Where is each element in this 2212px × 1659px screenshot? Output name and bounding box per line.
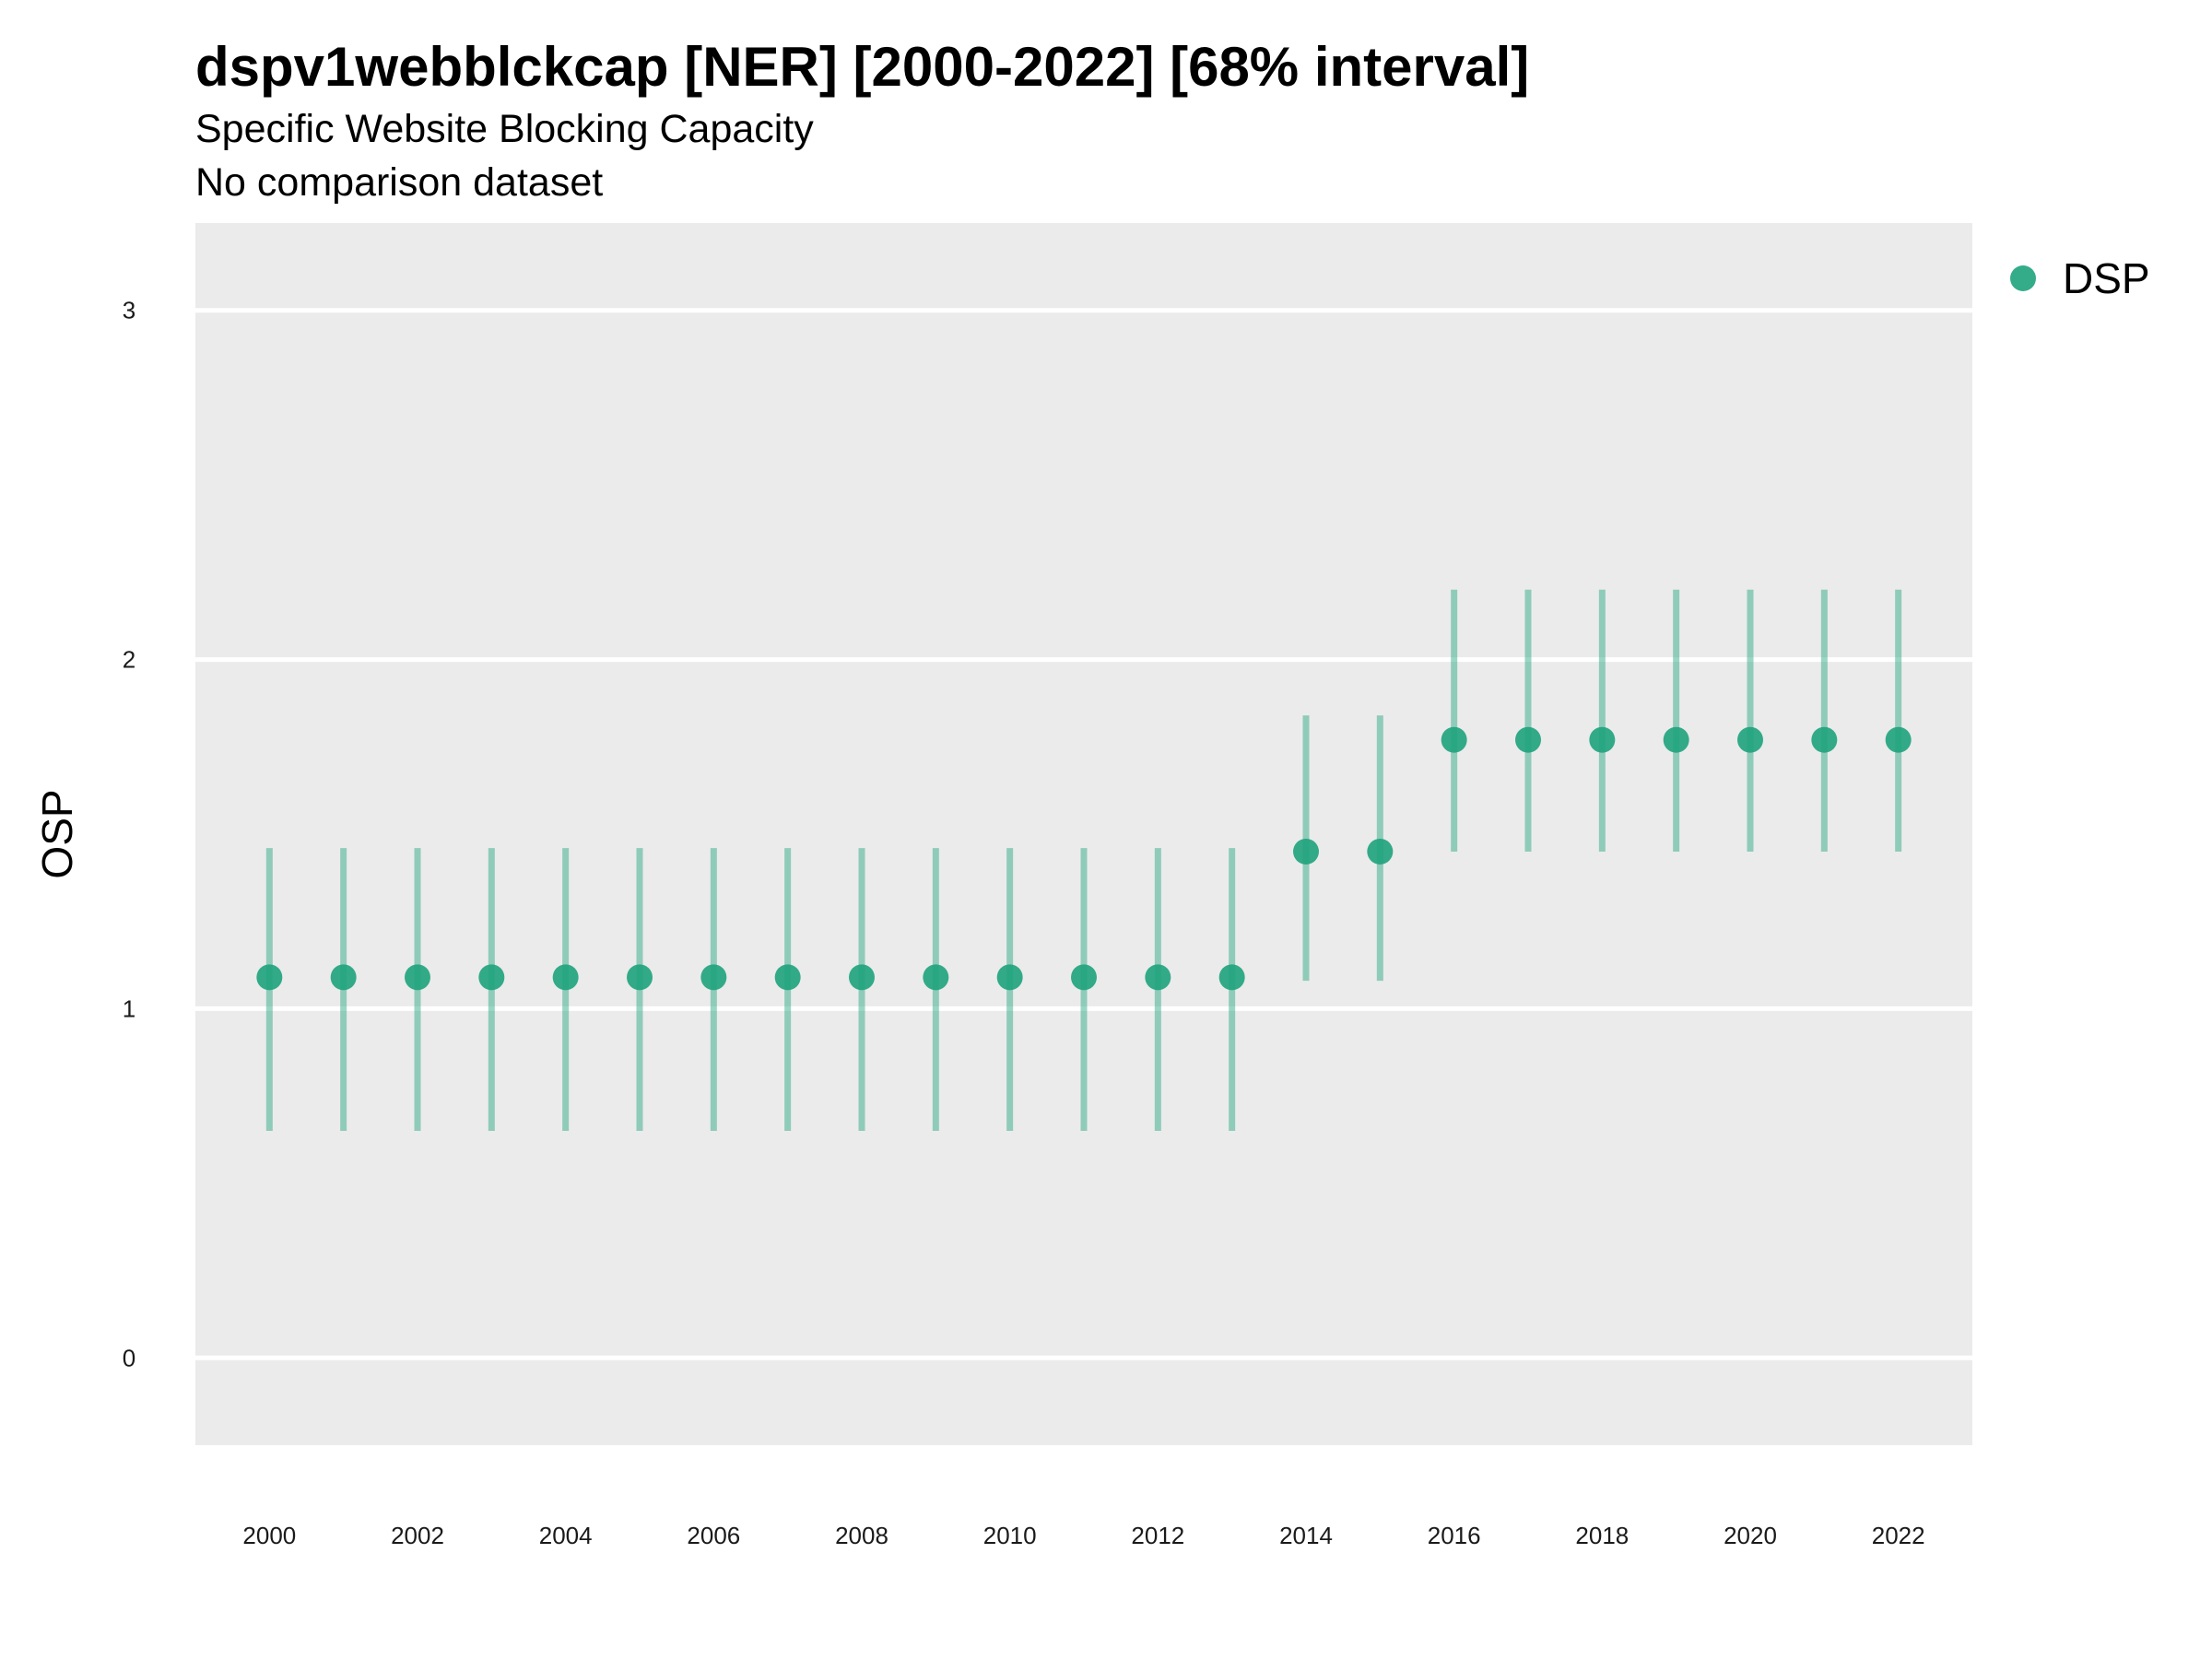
- chart-title: dspv1webblckcap [NER] [2000-2022] [68% i…: [195, 36, 1530, 98]
- x-tick-label: 2006: [687, 1522, 740, 1549]
- data-point: [1145, 964, 1171, 991]
- data-point: [1737, 726, 1763, 753]
- data-point: [330, 964, 357, 991]
- data-point: [1885, 726, 1912, 753]
- chart-subtitle: Specific Website Blocking Capacity: [195, 107, 814, 151]
- grid-lines: [195, 308, 1972, 1360]
- legend: DSP: [2010, 254, 2150, 302]
- y-tick-label: 1: [123, 994, 135, 1022]
- x-tick-label: 2020: [1724, 1522, 1777, 1549]
- tick-labels: 0 1 2 3 2000 2002 2004 2006 2008 2010 2012 2014 2016…: [123, 297, 1925, 1549]
- data-point: [923, 964, 949, 991]
- x-tick-label: 2014: [1279, 1522, 1333, 1549]
- data-point: [405, 964, 430, 991]
- y-tick-label: 3: [123, 297, 135, 324]
- y-tick-label: 2: [123, 646, 135, 674]
- chart-caption: No comparison dataset: [195, 160, 604, 205]
- data-point: [1218, 964, 1245, 991]
- data-point: [478, 964, 505, 991]
- data-point: [1367, 838, 1394, 865]
- data-point: [1663, 726, 1689, 753]
- data-point: [627, 964, 653, 991]
- x-tick-label: 2016: [1428, 1522, 1481, 1549]
- legend-marker-dsp: [2010, 265, 2036, 291]
- data-point: [700, 964, 727, 991]
- x-tick-label: 2012: [1131, 1522, 1184, 1549]
- y-tick-label: 0: [123, 1344, 135, 1371]
- data-point: [256, 964, 283, 991]
- data-point: [1515, 726, 1541, 753]
- x-tick-label: 2002: [391, 1522, 444, 1549]
- data-point: [849, 964, 875, 991]
- data-points: [256, 726, 1912, 991]
- x-tick-label: 2008: [835, 1522, 888, 1549]
- x-tick-label: 2000: [242, 1522, 296, 1549]
- data-point: [996, 964, 1023, 991]
- legend-label-dsp: DSP: [2063, 254, 2150, 302]
- data-point: [552, 964, 579, 991]
- data-point: [1811, 726, 1838, 753]
- x-tick-label: 2004: [539, 1522, 593, 1549]
- x-tick-label: 2018: [1575, 1522, 1629, 1549]
- data-point: [774, 964, 801, 991]
- x-tick-label: 2010: [983, 1522, 1037, 1549]
- data-point: [1293, 838, 1319, 865]
- plot-panel: [195, 223, 1972, 1445]
- data-point: [1071, 964, 1097, 991]
- data-point: [1441, 726, 1467, 753]
- y-axis-title: OSP: [33, 789, 81, 878]
- x-tick-label: 2022: [1872, 1522, 1925, 1549]
- data-point: [1589, 726, 1616, 753]
